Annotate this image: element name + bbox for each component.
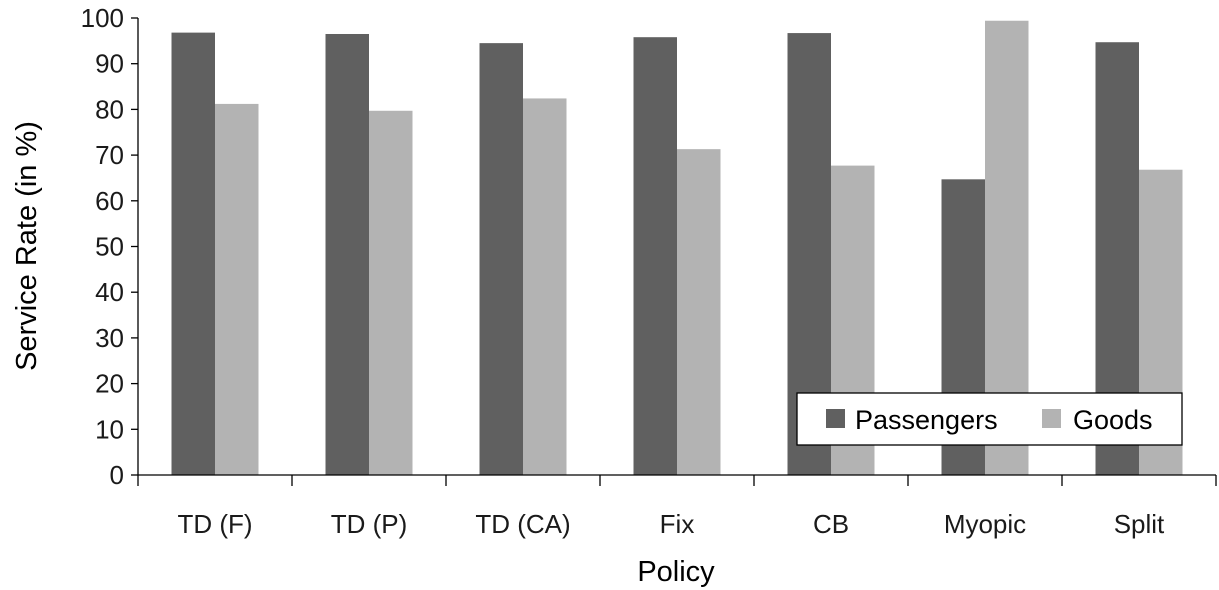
x-tick-label: CB xyxy=(813,509,849,539)
legend: Passengers Goods xyxy=(796,392,1183,446)
bar-passengers xyxy=(479,43,523,475)
y-tick-label: 0 xyxy=(110,460,124,490)
x-ticks: TD (F) TD (P) TD (CA) Fix CB Myopic Split xyxy=(137,475,1217,539)
y-tick-label: 30 xyxy=(95,323,124,353)
x-tick-label: Myopic xyxy=(944,509,1026,539)
bar-goods xyxy=(215,103,259,475)
y-tick-label: 40 xyxy=(95,277,124,307)
bar-goods xyxy=(369,110,413,475)
x-tick-label: TD (F) xyxy=(177,509,252,539)
x-tick-label: TD (P) xyxy=(331,509,408,539)
y-tick-label: 50 xyxy=(95,232,124,262)
y-tick-label: 100 xyxy=(81,3,124,33)
y-ticks: 0 10 20 30 40 50 60 70 80 90 100 xyxy=(81,3,138,490)
legend-label-goods: Goods xyxy=(1073,405,1153,435)
bar-passengers xyxy=(325,33,369,476)
y-tick-label: 80 xyxy=(95,94,124,124)
x-tick-label: Fix xyxy=(660,509,695,539)
bar-goods xyxy=(677,149,721,475)
legend-swatch-passengers xyxy=(826,409,845,428)
legend-label-passengers: Passengers xyxy=(855,405,998,435)
y-tick-label: 20 xyxy=(95,369,124,399)
bar-passengers xyxy=(633,37,677,475)
legend-frame xyxy=(796,392,1183,446)
legend-swatch-goods xyxy=(1042,409,1061,428)
x-axis-title: Policy xyxy=(637,556,715,588)
y-tick-label: 70 xyxy=(95,140,124,170)
y-tick-label: 90 xyxy=(95,49,124,79)
bar-passengers xyxy=(171,32,215,476)
y-axis-title: Service Rate (in %) xyxy=(11,121,43,371)
y-tick-label: 60 xyxy=(95,186,124,216)
x-tick-label: Split xyxy=(1114,509,1165,539)
x-tick-label: TD (CA) xyxy=(475,509,570,539)
y-tick-label: 10 xyxy=(95,414,124,444)
bar-goods xyxy=(523,98,567,475)
